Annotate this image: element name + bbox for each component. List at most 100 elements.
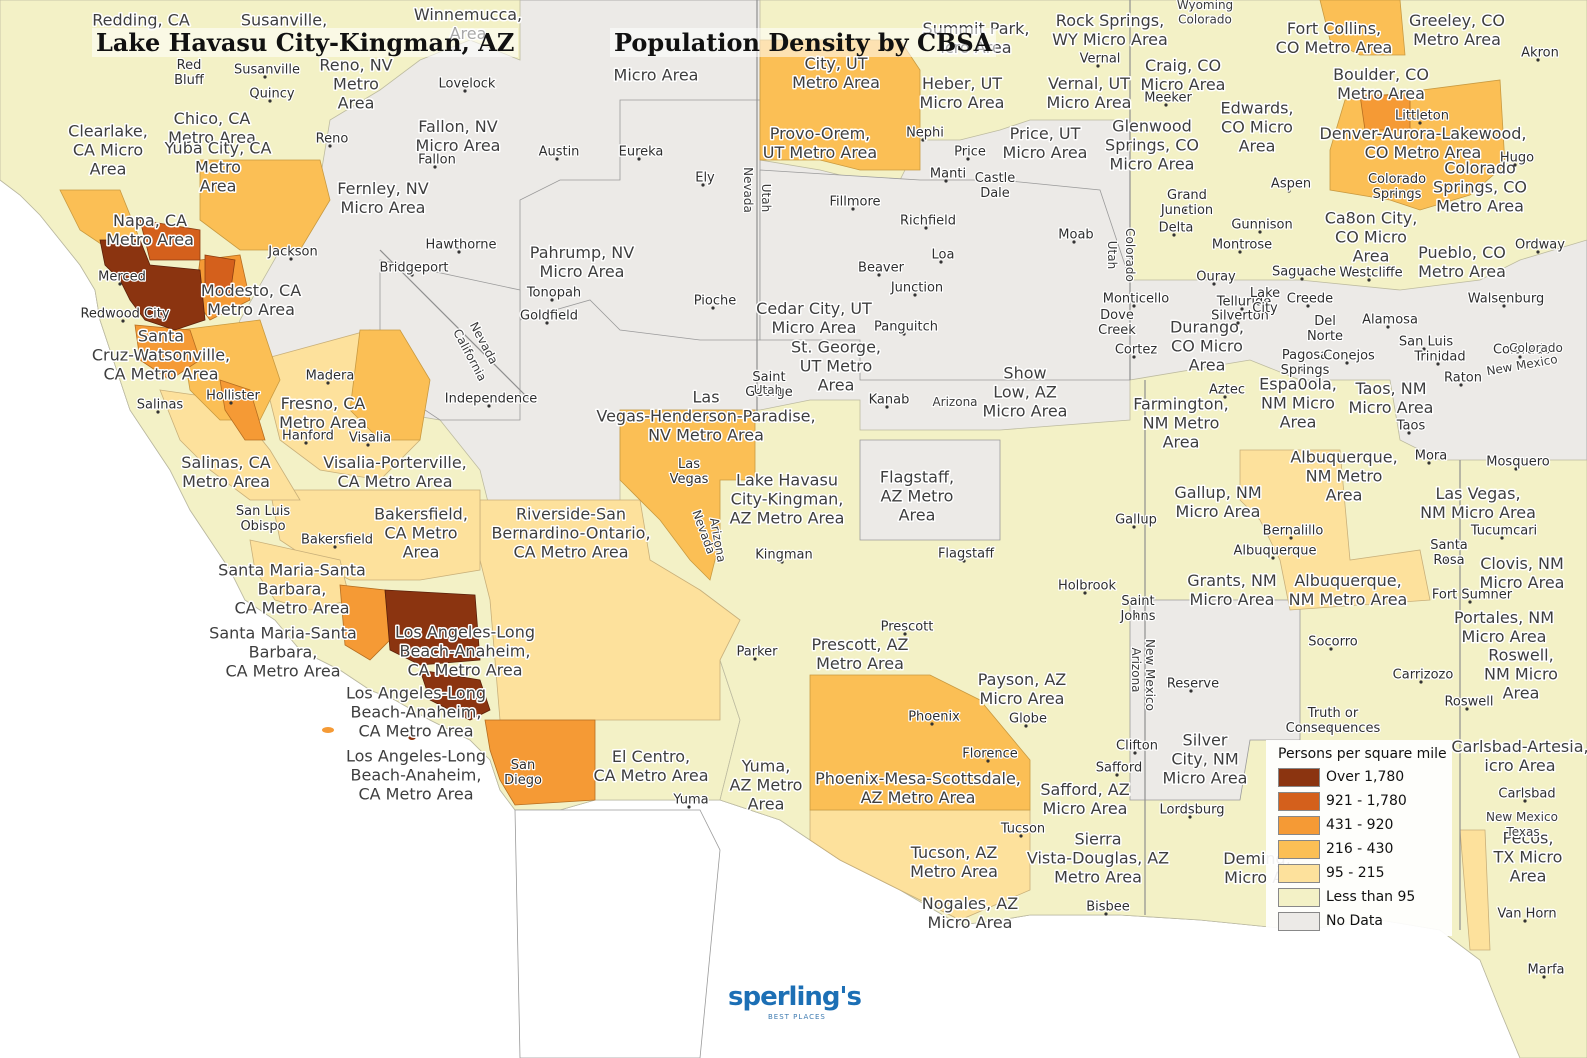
place-dot (1300, 277, 1304, 281)
place-label: Visalia (349, 431, 391, 446)
logo-brand: sperling's (728, 982, 862, 1012)
place-dot (1132, 525, 1136, 529)
place-dot (1223, 395, 1227, 399)
place-label: Kingman (755, 548, 813, 563)
place-dot (1523, 919, 1527, 923)
place-label: Beaver (858, 261, 905, 276)
region-95-215-tucson (809, 809, 1031, 921)
region-216-430-bakersfield (349, 329, 431, 441)
place-label: Kanab (869, 393, 910, 408)
area-label: Farmington, NM Metro Area (1133, 395, 1228, 452)
place-label: Mora (1415, 449, 1447, 464)
place-dot (1289, 536, 1293, 540)
area-label: Price, UT Micro Area (1003, 124, 1088, 162)
region-431-920-sandiego (484, 719, 596, 806)
place-dot (1386, 325, 1390, 329)
place-dot (1238, 250, 1242, 254)
place-dot (986, 759, 990, 763)
area-label: Safford, AZ Micro Area (1040, 780, 1129, 818)
place-dot (1418, 121, 1422, 125)
place-label: Gunnison (1231, 218, 1292, 233)
area-label: Payson, AZ Micro Area (978, 670, 1067, 708)
place-label: Creede (1287, 292, 1333, 307)
legend-swatch (1278, 912, 1320, 931)
map-title-left: Lake Havasu City-Kingman, AZ (92, 28, 519, 57)
place-label: Hugo (1500, 151, 1534, 166)
place-label: Nephi (906, 126, 944, 141)
place-label: Fort Sumner (1432, 588, 1513, 603)
area-label: Durango, CO Micro Area (1170, 318, 1244, 375)
place-dot (1422, 347, 1426, 351)
place-label: Saguache (1272, 265, 1336, 280)
place-dot (1436, 362, 1440, 366)
place-label: Tucson (1000, 822, 1045, 837)
logo-tagline: BEST PLACES (768, 1013, 826, 1021)
place-label: Yuma (672, 793, 708, 808)
place-label: Gallup (1115, 513, 1157, 528)
place-dot (921, 138, 925, 142)
place-dot (1301, 368, 1305, 372)
area-label: Clearlake, CA Micro Area (68, 122, 148, 179)
place-dot (1132, 304, 1136, 308)
region-95-215-sb (249, 539, 351, 611)
place-dot (1329, 726, 1333, 730)
place-dot (637, 157, 641, 161)
place-dot (913, 293, 917, 297)
area-label: Modesto, CA Metro Area (201, 281, 301, 319)
place-dot (1212, 282, 1216, 286)
place-label: Bernalillo (1263, 524, 1324, 539)
place-label: Lordsburg (1160, 803, 1225, 818)
place-dot (966, 157, 970, 161)
place-label: Tonopah (526, 286, 581, 301)
place-label: Truth or Consequences (1286, 706, 1381, 736)
place-dot (1427, 461, 1431, 465)
legend-swatch (1278, 816, 1320, 835)
place-dot (1523, 799, 1527, 803)
place-label: Dove Creek (1098, 308, 1136, 338)
place-label: Panguitch (874, 320, 938, 335)
region-431-920-hanford (219, 379, 266, 441)
place-dot (457, 250, 461, 254)
legend-label: No Data (1326, 913, 1383, 929)
place-dot (1113, 328, 1117, 332)
place-label: Hawthorne (425, 238, 496, 253)
area-label: Micro Area (614, 66, 699, 85)
place-label: Red Bluff (174, 58, 205, 88)
area-label: Susanville, (241, 11, 327, 30)
place-dot (1514, 467, 1518, 471)
region-az-nodata (859, 439, 1001, 541)
place-dot (433, 165, 437, 169)
place-label: San Diego (504, 758, 542, 788)
area-label: Pecos, TX Micro Area (1493, 829, 1563, 886)
place-dot (1468, 600, 1472, 604)
island-1 (322, 727, 334, 733)
place-dot (156, 410, 160, 414)
place-dot (991, 191, 995, 195)
place-label: Aztec (1209, 383, 1245, 398)
place-dot (885, 405, 889, 409)
place-label: Richfield (900, 214, 956, 229)
place-dot (1189, 689, 1193, 693)
place-dot (1502, 304, 1506, 308)
place-dot (289, 257, 293, 261)
area-label: Glenwood Springs, CO Micro Area (1105, 117, 1199, 174)
place-label: Westcliffe (1339, 266, 1402, 281)
place-label: Safford (1096, 761, 1143, 776)
place-label: San Luis Obispo (236, 504, 290, 534)
place-dot (550, 298, 554, 302)
region-over-1780-la (384, 589, 481, 666)
place-label: Telluride (1216, 295, 1271, 310)
area-label: Heber, UT Micro Area (920, 74, 1005, 112)
place-label: Carlsbad (1498, 787, 1555, 802)
area-label: Phoenix-Mesa-Scottsdale, AZ Metro Area (815, 769, 1021, 807)
place-dot (1188, 815, 1192, 819)
area-label: Fernley, NV Micro Area (337, 179, 429, 217)
place-dot (1536, 58, 1540, 62)
place-dot (1172, 233, 1176, 237)
place-label: Del Norte (1307, 314, 1343, 344)
area-label: Ca8on City, CO Micro Area (1325, 209, 1418, 266)
region-921-1780-stockton (139, 219, 201, 261)
place-dot (1261, 306, 1265, 310)
area-label: Las Vegas-Henderson-Paradise, NV Metro Are… (596, 388, 815, 445)
